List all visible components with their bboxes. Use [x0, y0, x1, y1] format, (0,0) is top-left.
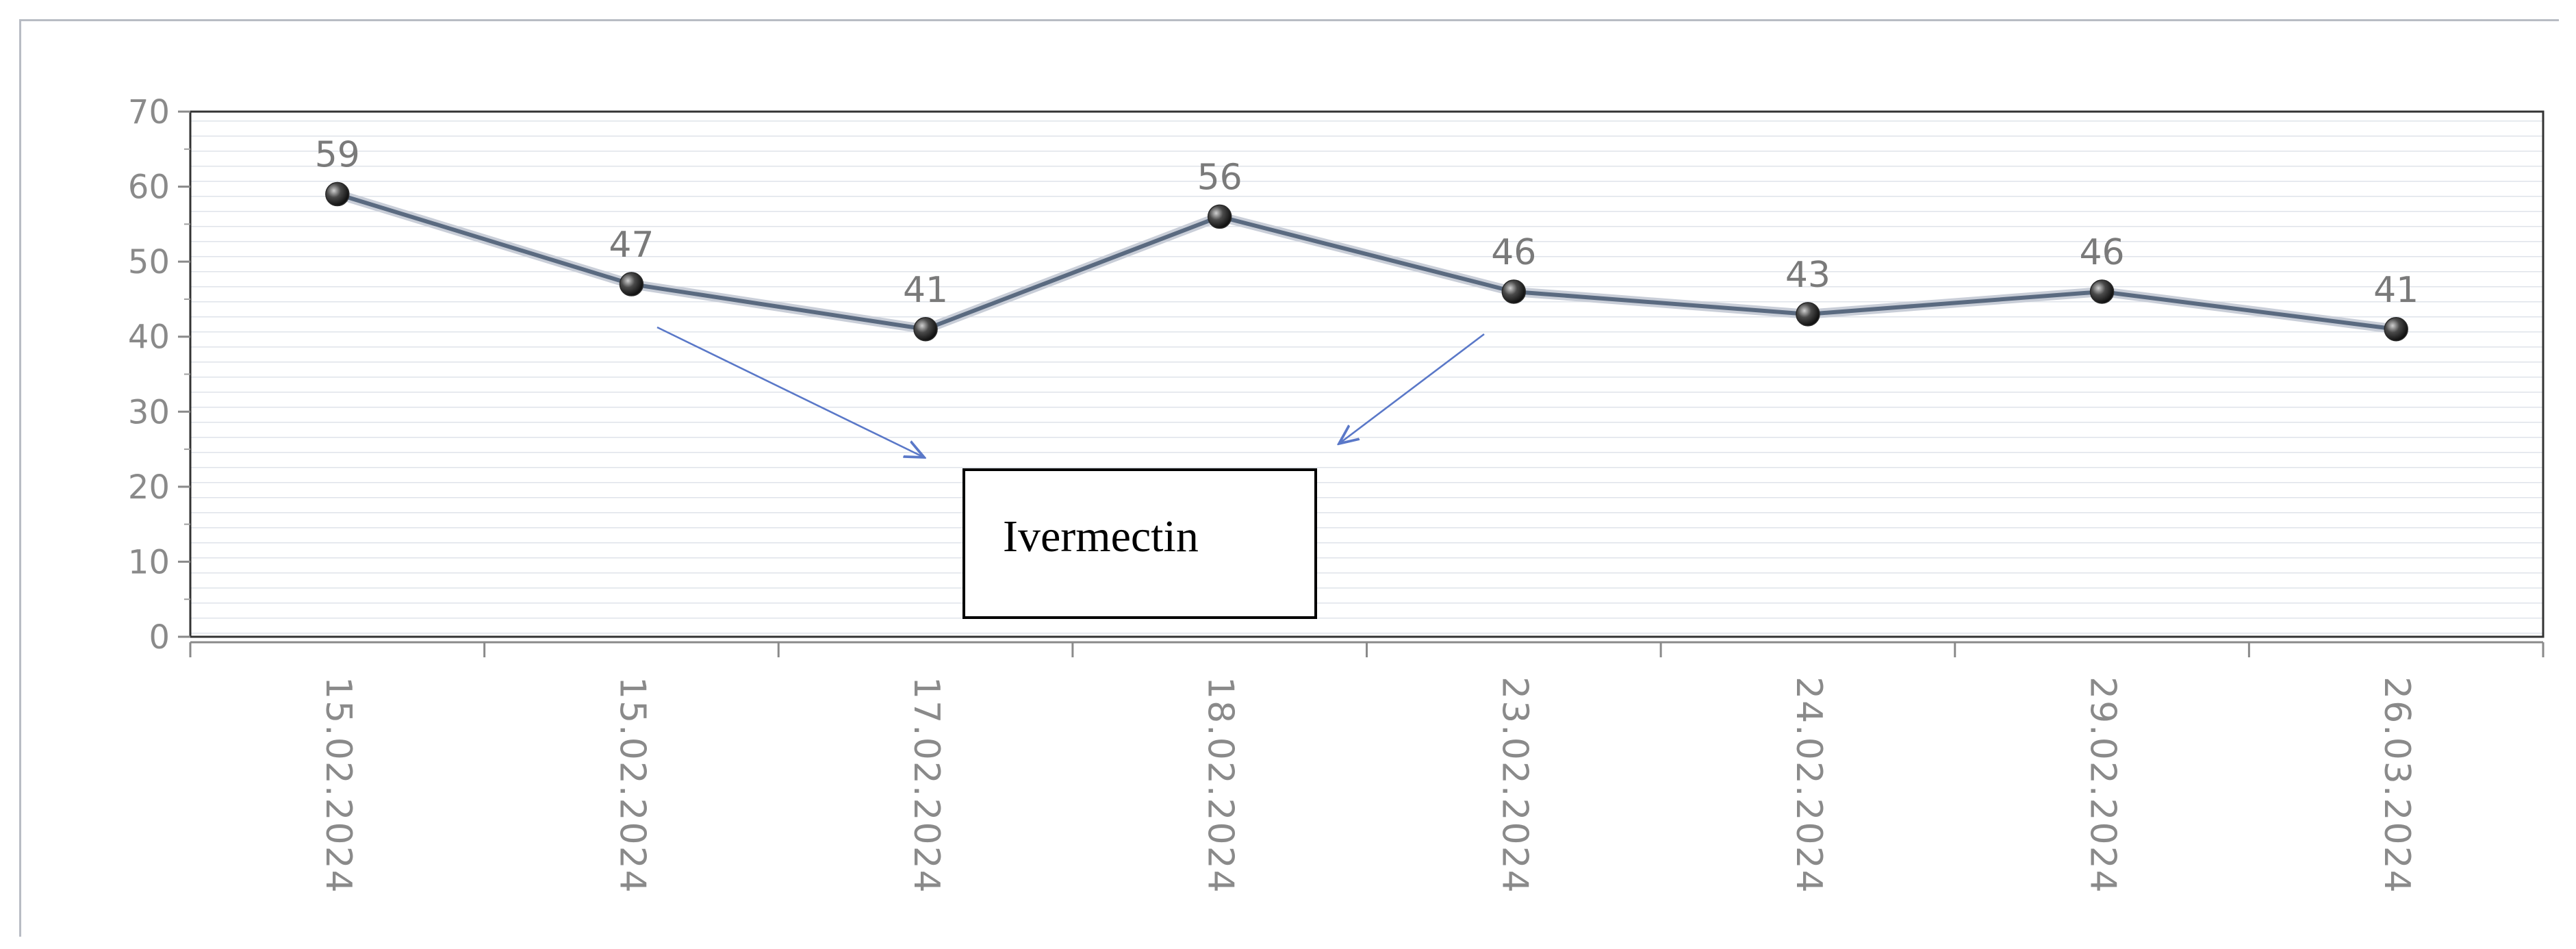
x-axis: 15.02.2024 15.02.2024 17.02.2024 18.02.2024…: [189, 641, 2545, 894]
data-label: 41: [2373, 270, 2419, 311]
series-line: [336, 192, 2397, 331]
data-label: 59: [315, 135, 360, 176]
series-line-layer: 59 47 41 56 46 43 46 41: [315, 135, 2419, 342]
y-tick-label: 30: [128, 393, 170, 431]
x-tick-label: 24.02.2024: [1788, 676, 1829, 894]
y-tick-label: 40: [128, 318, 170, 357]
plot-area: [189, 110, 2545, 638]
annotation-label: Ivermectin: [1003, 511, 1199, 561]
y-tick-label: 50: [128, 243, 170, 281]
annotation-arrow-right: [1339, 333, 1485, 444]
annotation: Ivermectin: [656, 326, 1485, 619]
y-tick-label: 10: [128, 543, 170, 581]
data-label: 56: [1197, 157, 1242, 198]
data-point: [913, 317, 938, 342]
x-tick-label: 15.02.2024: [318, 676, 359, 894]
data-label: 46: [2079, 232, 2124, 273]
y-tick-label: 20: [128, 468, 170, 507]
y-tick-label: 0: [149, 618, 170, 657]
annotation-arrow-left: [656, 326, 924, 457]
data-point: [325, 181, 350, 207]
data-point: [1207, 204, 1232, 229]
x-tick-label: 26.03.2024: [2376, 676, 2417, 894]
x-tick-label: 17.02.2024: [906, 676, 947, 894]
y-axis: 0 10 20 30 40 50 60 70: [128, 93, 190, 657]
plot-background: [190, 112, 2543, 637]
y-tick-label: 60: [128, 168, 170, 207]
data-label: 46: [1491, 232, 1536, 273]
annotation-box: [962, 468, 1317, 619]
data-label: 43: [1785, 255, 1831, 296]
x-tick-label: 15.02.2024: [611, 676, 652, 894]
data-point: [1501, 279, 1527, 304]
x-tick-label: 29.02.2024: [2082, 676, 2124, 894]
data-point: [2089, 279, 2115, 304]
data-label: 41: [903, 270, 948, 311]
data-point: [1796, 302, 1820, 327]
x-tick-label: 23.02.2024: [1494, 676, 1535, 894]
data-label: 47: [609, 225, 654, 266]
x-tick-label: 18.02.2024: [1200, 676, 1241, 894]
y-tick-label: 70: [128, 93, 170, 131]
data-point: [619, 272, 644, 296]
data-point: [2384, 317, 2408, 342]
